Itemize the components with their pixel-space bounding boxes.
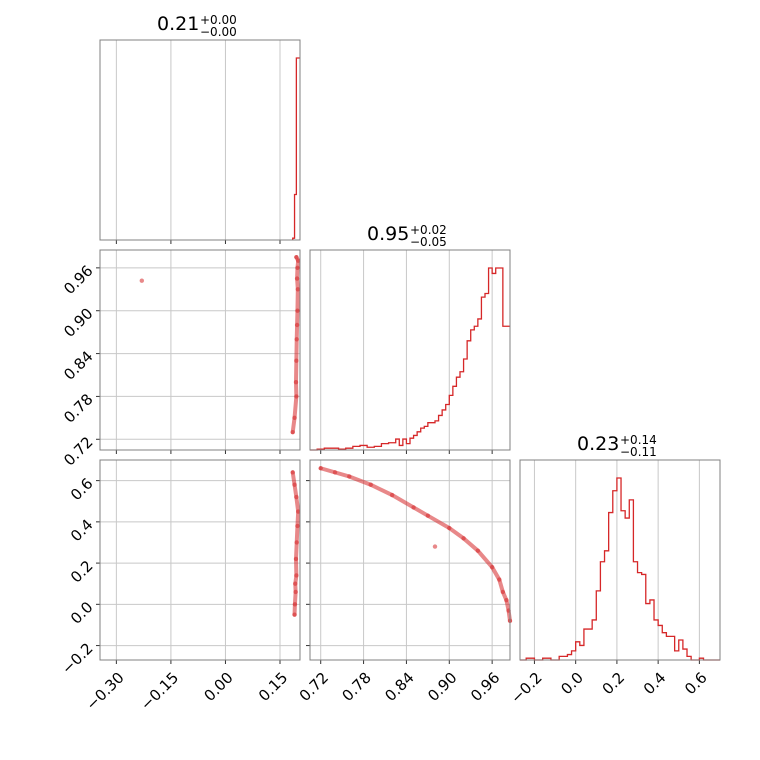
panel-frame <box>99 459 301 661</box>
x-tick-label: 0.4 <box>640 669 670 699</box>
x-tick-label: −0.2 <box>507 669 545 707</box>
y-tick-label: 0.6 <box>67 474 97 504</box>
y-tick-label: 0.78 <box>60 390 96 426</box>
y-tick-label: 0.96 <box>60 262 96 298</box>
density-band <box>290 255 301 435</box>
x-tick-label: 0.0 <box>557 669 587 699</box>
panel-diag-1 <box>99 39 301 244</box>
x-tick-label: 0.2 <box>599 669 629 699</box>
panel-frame <box>519 459 721 661</box>
panel-frame <box>99 249 301 451</box>
x-tick-label: 0.84 <box>381 669 417 705</box>
panel-diag-3 <box>519 459 721 664</box>
y-tick-label: 0.4 <box>67 516 97 546</box>
x-tick-label: 0.90 <box>424 669 460 705</box>
title-param-2-plus: +0.02 <box>410 223 447 237</box>
title-param-1-plus: +0.00 <box>200 13 237 27</box>
x-tick-label: −0.30 <box>82 669 127 714</box>
title-param-1-minus: −0.00 <box>200 25 237 39</box>
density-band <box>290 470 301 617</box>
y-tick-label: 0.2 <box>67 557 97 587</box>
scatter-point <box>139 278 145 283</box>
y-tick-label: 0.0 <box>67 598 97 628</box>
y-tick-label: 0.90 <box>60 305 96 341</box>
x-tick-label: 0.78 <box>339 669 375 705</box>
scatter-point <box>432 544 438 549</box>
y-tick-label: 0.84 <box>60 347 96 383</box>
title-param-3-minus: −0.11 <box>620 445 657 459</box>
panel-diag-2 <box>309 249 511 454</box>
x-tick-label: 0.6 <box>681 669 711 699</box>
x-tick-label: 0.00 <box>200 669 236 705</box>
x-tick-label: 0.72 <box>296 669 332 705</box>
x-tick-label: 0.96 <box>467 669 503 705</box>
x-tick-label: 0.15 <box>255 669 291 705</box>
histogram-steps <box>520 477 720 661</box>
title-param-3: 0.23 <box>577 433 619 455</box>
histogram-steps <box>292 57 300 240</box>
title-param-2: 0.95 <box>367 223 409 245</box>
panel-frame <box>309 459 511 661</box>
title-param-3-plus: +0.14 <box>620 433 657 447</box>
panel-frame <box>309 249 511 451</box>
panel-pair-2-1 <box>96 249 301 454</box>
panel-frame <box>99 39 301 241</box>
y-tick-label: −0.2 <box>58 639 96 677</box>
x-tick-label: −0.15 <box>137 669 182 714</box>
histogram-steps <box>310 267 510 451</box>
panel-pair-3-2 <box>306 459 513 664</box>
density-band <box>318 466 512 623</box>
panel-pair-3-1 <box>96 459 301 664</box>
title-param-1: 0.21 <box>157 13 199 35</box>
title-param-2-minus: −0.05 <box>410 235 447 249</box>
y-tick-label: 0.72 <box>60 433 96 469</box>
